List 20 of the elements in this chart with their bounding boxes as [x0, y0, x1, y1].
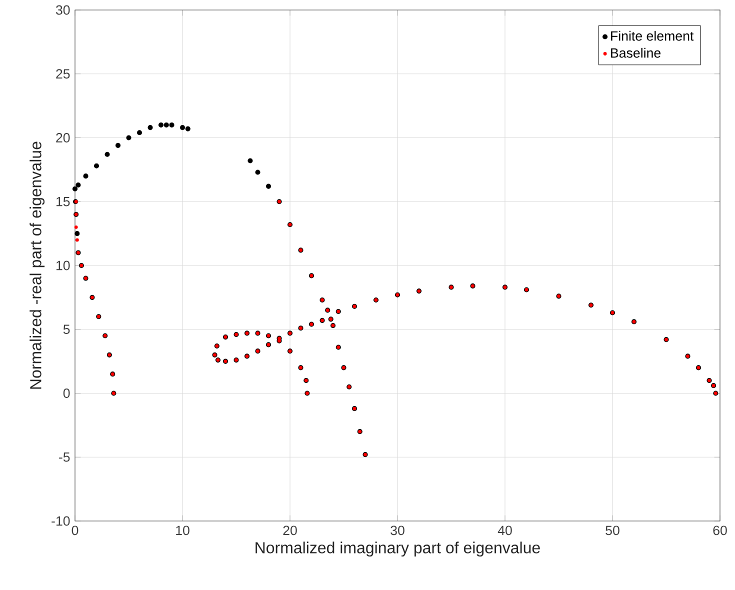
y-tick-label: 0: [63, 388, 70, 398]
x-tick-label: 40: [498, 526, 512, 536]
y-tick-label: 30: [56, 5, 70, 15]
x-tick-label: 50: [606, 526, 620, 536]
x-tick-label: 0: [72, 526, 78, 536]
x-tick-label: 30: [390, 526, 404, 536]
y-tick-label: -10: [52, 516, 70, 526]
x-tick-label: 60: [713, 526, 727, 536]
legend-label: Finite element: [611, 30, 694, 41]
y-tick-label: 10: [56, 260, 70, 270]
y-axis-title: Normalized -real part of eigenvalue: [30, 142, 45, 389]
y-tick-label: 20: [56, 133, 70, 142]
x-axis-title: Normalized imaginary part of eigenvalue: [256, 542, 540, 557]
y-tick-label: 25: [56, 69, 70, 79]
y-tick-label: 15: [56, 196, 70, 206]
x-tick-label: 20: [283, 526, 297, 536]
y-tick-label: 5: [63, 324, 70, 334]
x-tick-label: 10: [176, 526, 190, 536]
y-tick-label: -5: [59, 452, 70, 462]
legend-label: Baseline: [611, 48, 661, 58]
